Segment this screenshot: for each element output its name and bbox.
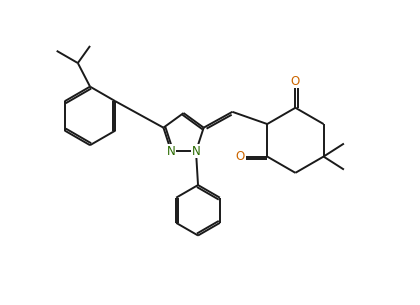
Text: O: O [235,150,244,163]
Text: N: N [167,145,176,158]
Text: N: N [192,145,200,158]
Text: O: O [291,75,300,88]
Text: N: N [192,145,200,158]
